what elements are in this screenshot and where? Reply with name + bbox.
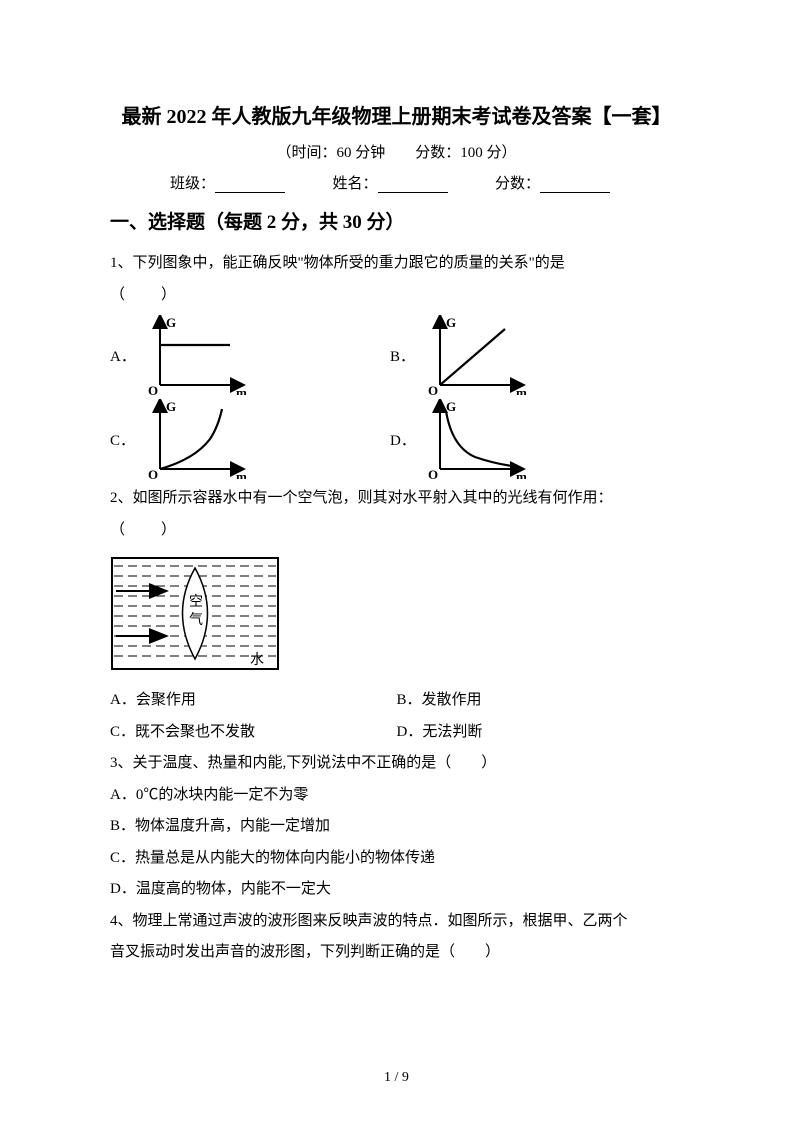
q3-text: 3、关于温度、热量和内能,下列说法中不正确的是（ ） bbox=[110, 748, 683, 780]
svg-text:O: O bbox=[428, 383, 438, 395]
label-name: 姓名： bbox=[333, 176, 378, 192]
blank-class[interactable] bbox=[215, 177, 285, 193]
label-score: 分数： bbox=[495, 176, 540, 192]
axis-o: O bbox=[148, 383, 158, 395]
svg-text:m: m bbox=[516, 385, 527, 395]
q1-label-a: A． bbox=[110, 345, 140, 366]
q1-label-c: C． bbox=[110, 429, 140, 450]
student-info-line: 班级： 姓名： 分数： bbox=[110, 172, 683, 193]
q1-chart-c: G m O bbox=[140, 399, 250, 479]
bubble-label-2: 气 bbox=[189, 612, 203, 628]
q1-label-b: B． bbox=[390, 345, 420, 366]
document-title: 最新 2022 年人教版九年级物理上册期末考试卷及答案【一套】 bbox=[110, 100, 683, 129]
bubble-label-1: 空 bbox=[189, 594, 203, 610]
water-label: 水 bbox=[250, 652, 264, 668]
q1-label-d: D． bbox=[390, 429, 420, 450]
axis-g: G bbox=[166, 315, 176, 330]
q3-opt-b: B．物体温度升高，内能一定增加 bbox=[110, 811, 683, 843]
svg-text:G: G bbox=[166, 399, 176, 414]
q1-row-ab: A． G m O B． G m O bbox=[110, 315, 683, 395]
svg-text:m: m bbox=[516, 469, 527, 479]
q1-chart-a: G m O bbox=[140, 315, 250, 395]
q2-opt-b: B．发散作用 bbox=[397, 685, 684, 717]
section-1-heading: 一、选择题（每题 2 分，共 30 分） bbox=[110, 207, 683, 234]
q1-row-cd: C． G m O D． G m O bbox=[110, 399, 683, 479]
label-class: 班级： bbox=[170, 176, 215, 192]
svg-text:m: m bbox=[236, 469, 247, 479]
q3-opt-a: A．0℃的冰块内能一定不为零 bbox=[110, 780, 683, 812]
q3-opt-c: C．热量总是从内能大的物体向内能小的物体传递 bbox=[110, 843, 683, 875]
q2-paren: （ ） bbox=[110, 515, 683, 547]
q1-chart-d: G m O bbox=[420, 399, 530, 479]
blank-name[interactable] bbox=[378, 177, 448, 193]
page-number: 1 / 9 bbox=[0, 1070, 793, 1086]
q1-chart-b: G m O bbox=[420, 315, 530, 395]
q3-opt-d: D．温度高的物体，内能不一定大 bbox=[110, 874, 683, 906]
svg-text:G: G bbox=[446, 315, 456, 330]
q4-text-2: 音叉振动时发出声音的波形图，下列判断正确的是（ ） bbox=[110, 937, 683, 969]
q2-opt-d: D．无法判断 bbox=[397, 717, 684, 749]
q1-text: 1、下列图象中，能正确反映"物体所受的重力跟它的质量的关系"的是 bbox=[110, 248, 683, 280]
q2-options-row2: C．既不会聚也不发散 D．无法判断 bbox=[110, 717, 683, 749]
blank-score[interactable] bbox=[540, 177, 610, 193]
q2-figure: 空 气 水 bbox=[110, 556, 683, 671]
q2-options-row1: A．会聚作用 B．发散作用 bbox=[110, 685, 683, 717]
q2-opt-c: C．既不会聚也不发散 bbox=[110, 717, 397, 749]
svg-text:O: O bbox=[428, 467, 438, 479]
svg-text:O: O bbox=[148, 467, 158, 479]
axis-m: m bbox=[236, 385, 247, 395]
svg-text:G: G bbox=[446, 399, 456, 414]
q1-paren: （ ） bbox=[110, 280, 683, 312]
exam-meta: （时间：60 分钟 分数：100 分） bbox=[110, 141, 683, 162]
q2-opt-a: A．会聚作用 bbox=[110, 685, 397, 717]
q4-text-1: 4、物理上常通过声波的波形图来反映声波的特点．如图所示，根据甲、乙两个 bbox=[110, 906, 683, 938]
q2-text: 2、如图所示容器水中有一个空气泡，则其对水平射入其中的光线有何作用： bbox=[110, 483, 683, 515]
